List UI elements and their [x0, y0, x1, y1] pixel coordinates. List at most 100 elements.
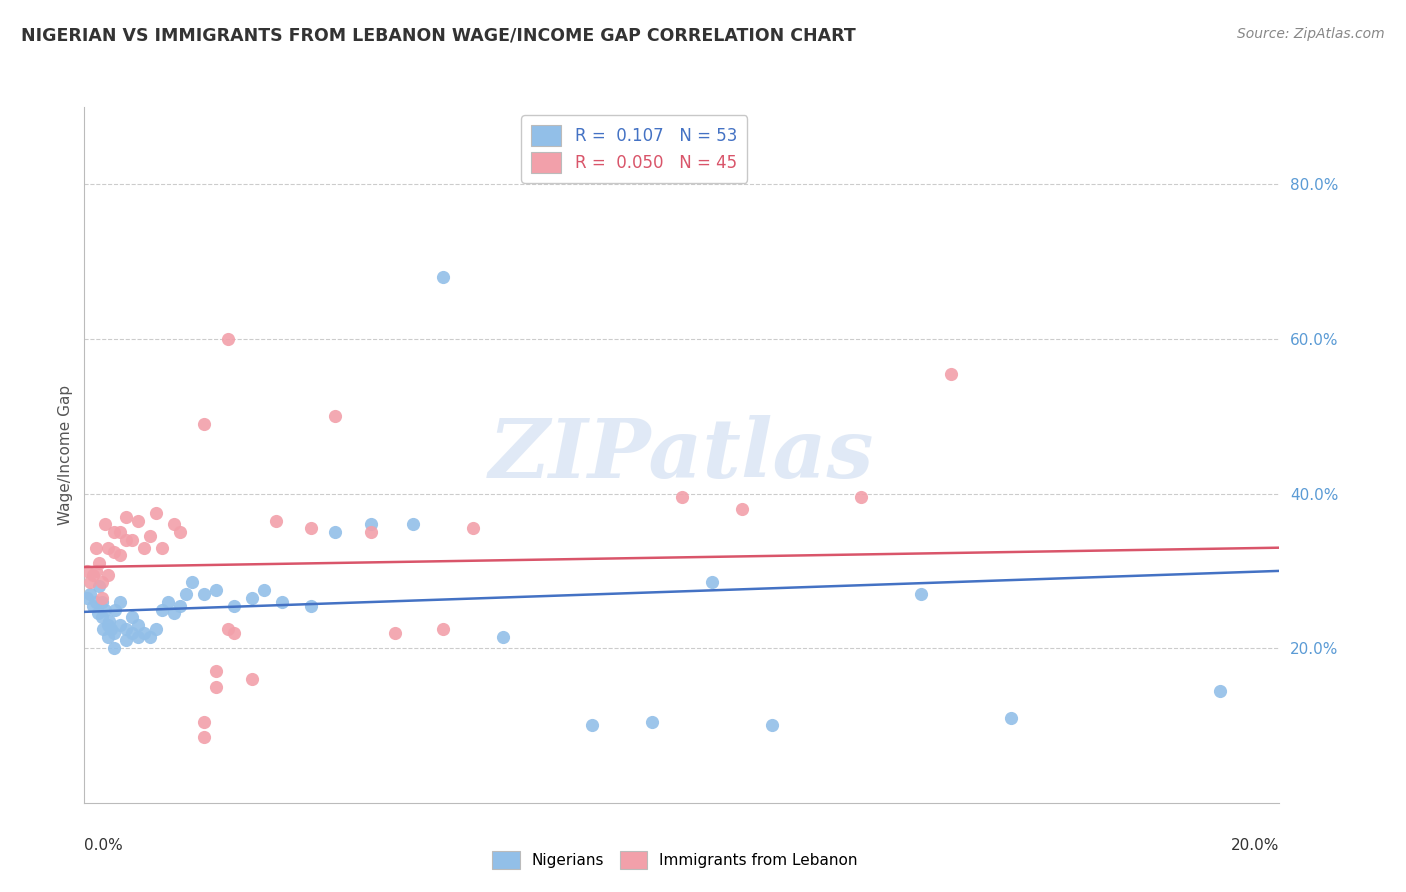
Point: [79, 575, 101, 590]
Point: [150, 602, 173, 616]
Point: [91, 575, 114, 590]
Point: [222, 625, 245, 640]
Point: [360, 517, 382, 532]
Point: [127, 514, 149, 528]
Point: [110, 525, 132, 540]
Point: [76, 591, 98, 605]
Point: [1208, 683, 1232, 698]
Text: ZIPatlas: ZIPatlas: [489, 415, 875, 495]
Point: [82, 567, 104, 582]
Point: [492, 630, 515, 644]
Point: [163, 517, 186, 532]
Point: [240, 591, 263, 605]
Point: [115, 509, 138, 524]
Point: [700, 575, 723, 590]
Point: [217, 622, 239, 636]
Point: [86, 564, 108, 578]
Point: [103, 641, 125, 656]
Point: [641, 714, 664, 729]
Point: [103, 625, 125, 640]
Point: [384, 625, 406, 640]
Text: 0.0%: 0.0%: [84, 838, 124, 853]
Point: [205, 680, 228, 694]
Point: [169, 599, 191, 613]
Point: [217, 332, 239, 346]
Point: [222, 599, 245, 613]
Point: [360, 525, 382, 540]
Point: [94, 602, 117, 616]
Point: [97, 630, 120, 644]
Point: [121, 533, 143, 547]
Point: [94, 517, 117, 532]
Point: [82, 599, 104, 613]
Point: [98, 614, 121, 628]
Point: [163, 607, 186, 621]
Point: [91, 591, 114, 605]
Point: [461, 521, 484, 535]
Point: [86, 595, 108, 609]
Point: [121, 625, 143, 640]
Point: [581, 718, 603, 732]
Point: [150, 541, 173, 555]
Point: [1000, 711, 1022, 725]
Point: [180, 575, 204, 590]
Point: [193, 730, 215, 744]
Text: NIGERIAN VS IMMIGRANTS FROM LEBANON WAGE/INCOME GAP CORRELATION CHART: NIGERIAN VS IMMIGRANTS FROM LEBANON WAGE…: [21, 27, 856, 45]
Legend: R =  0.107   N = 53, R =  0.050   N = 45: R = 0.107 N = 53, R = 0.050 N = 45: [522, 115, 747, 183]
Point: [110, 549, 132, 563]
Point: [301, 521, 323, 535]
Point: [301, 599, 323, 613]
Point: [115, 533, 138, 547]
Y-axis label: Wage/Income Gap: Wage/Income Gap: [58, 384, 73, 525]
Point: [139, 630, 162, 644]
Point: [121, 610, 143, 624]
Point: [849, 491, 872, 505]
Point: [89, 579, 111, 593]
Point: [432, 622, 454, 636]
Point: [103, 525, 125, 540]
Point: [86, 541, 108, 555]
Point: [127, 618, 149, 632]
Point: [91, 595, 114, 609]
Point: [103, 544, 125, 558]
Legend: Nigerians, Immigrants from Lebanon: Nigerians, Immigrants from Lebanon: [486, 845, 863, 875]
Point: [79, 587, 101, 601]
Point: [97, 541, 120, 555]
Point: [97, 618, 120, 632]
Point: [910, 587, 932, 601]
Text: Source: ZipAtlas.com: Source: ZipAtlas.com: [1237, 27, 1385, 41]
Point: [145, 622, 167, 636]
Point: [193, 417, 215, 431]
Point: [402, 517, 425, 532]
Point: [761, 718, 783, 732]
Point: [270, 595, 292, 609]
Point: [253, 583, 276, 598]
Point: [157, 595, 180, 609]
Point: [97, 567, 120, 582]
Point: [110, 618, 132, 632]
Point: [323, 525, 347, 540]
Point: [89, 556, 111, 570]
Point: [193, 587, 215, 601]
Point: [110, 595, 132, 609]
Point: [104, 602, 127, 616]
Point: [174, 587, 197, 601]
Point: [169, 525, 191, 540]
Point: [93, 622, 115, 636]
Point: [127, 630, 149, 644]
Point: [139, 529, 162, 543]
Point: [432, 270, 454, 285]
Point: [323, 409, 347, 424]
Point: [91, 610, 114, 624]
Point: [132, 625, 156, 640]
Point: [193, 714, 215, 729]
Point: [205, 583, 228, 598]
Point: [76, 564, 98, 578]
Point: [132, 541, 156, 555]
Point: [671, 491, 693, 505]
Point: [939, 367, 962, 381]
Point: [115, 622, 138, 636]
Point: [86, 607, 108, 621]
Point: [205, 665, 228, 679]
Point: [145, 506, 167, 520]
